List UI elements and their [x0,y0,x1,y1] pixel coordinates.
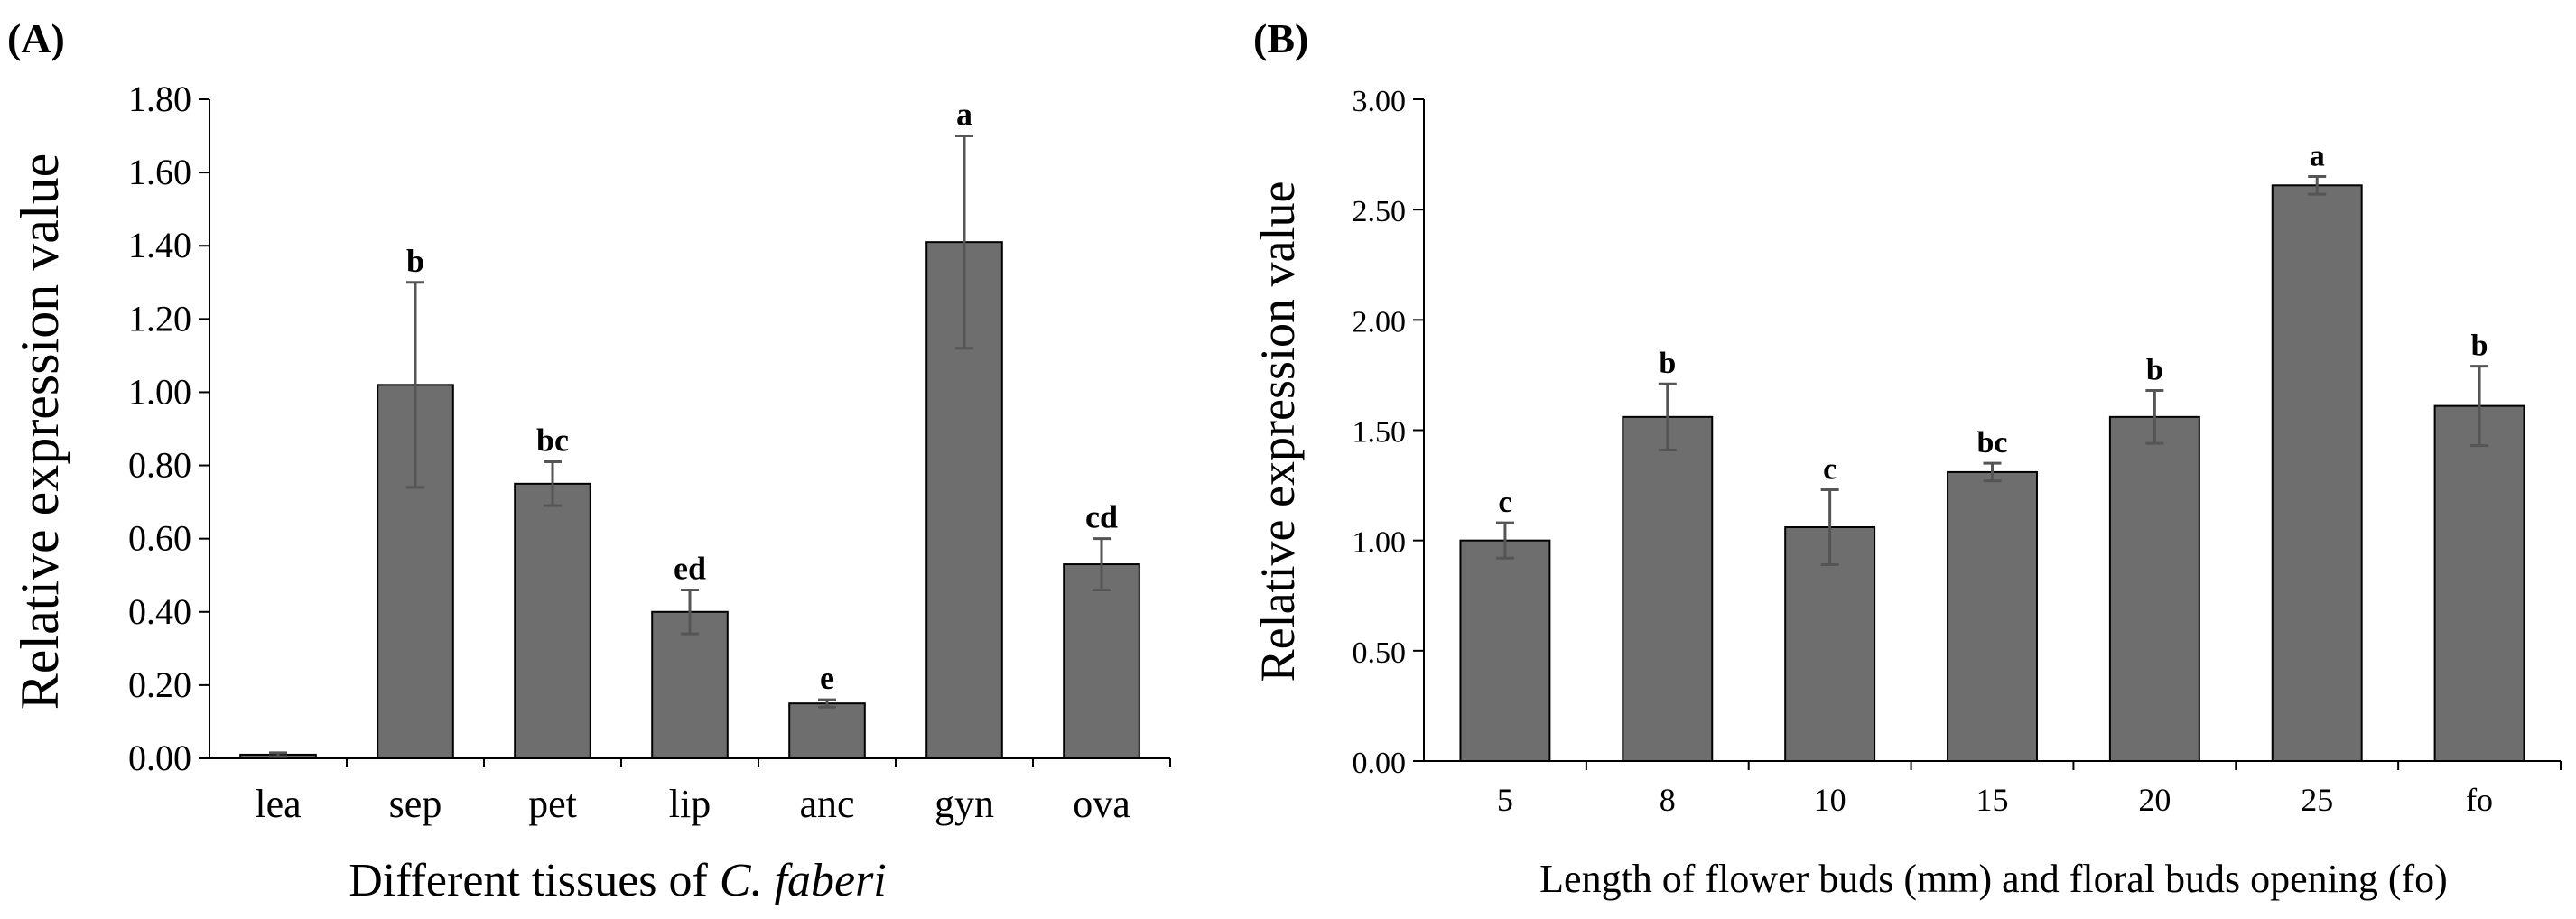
panel-a-category-label-lip: lip [669,782,711,826]
panel-b-y-tick-label: 3.00 [1353,85,1407,118]
panel-b-category-label-10: 10 [1814,782,1846,818]
panel-b-error-bar-5 [1495,521,1514,560]
panel-a-bar-anc [788,702,866,760]
panel-a-y-tick-label: 1.20 [128,298,191,339]
panel-b-y-tick-label: 0.50 [1353,636,1407,670]
panel-b-y-tick-label: 1.50 [1353,416,1407,450]
panel-a-error-bar-anc [818,698,836,709]
panel-a-y-axis-title: Relative expression value [10,153,70,710]
panel-b-bar-20 [2108,415,2200,762]
panel-b-significance-15: bc [1977,426,2008,460]
panel-b-y-tick-label: 0.00 [1353,747,1407,780]
panel-a-x-axis-title: Different tissues of C. faberi [349,855,887,906]
panel-b-category-label-20: 20 [2138,782,2171,818]
panel-b-error-bar-fo [2470,365,2489,448]
panel-a-y-tick-label: 0.00 [128,738,191,778]
panel-a-y-tick-label: 0.20 [128,664,191,705]
panel-b-significance-25: a [2310,140,2325,173]
panel-b-significance-10: c [1823,452,1837,486]
panel-b-significance-fo: b [2471,330,2488,363]
panel-b-y-tick-label: 1.00 [1353,526,1407,560]
panel-b-bar-5 [1459,539,1551,763]
panel-a-category-label-pet: pet [528,782,577,826]
panel-a-x-axis-title-prefix: Different tissues of [349,855,720,906]
panel-b-y-axis-title: Relative expression value [1251,181,1305,682]
panel-a-significance-lip: ed [674,550,706,586]
panel-a-chart: (A) Relative expression value Different … [7,15,1171,906]
panel-a-category-label-ova: ova [1073,782,1130,826]
panel-b-error-bar-10 [1820,487,1839,567]
panel-b-label: (B) [1253,15,1308,61]
panel-b-bar-10 [1784,526,1876,762]
panel-a-category-label-gyn: gyn [935,782,994,826]
panel-b-chart: (B) Relative expression value Length of … [1251,15,2562,901]
panel-a-category-label-sep: sep [389,782,442,826]
panel-a-bar-pet [514,482,591,759]
panel-a-error-bar-pet [544,460,562,507]
panel-a-bar-ova [1063,563,1140,759]
panel-a-significance-pet: bc [536,422,569,459]
panel-a-y-tick-label: 0.80 [128,445,191,486]
panel-b-significance-20: b [2146,354,2163,387]
panel-b-y-tick-label: 2.50 [1353,195,1407,228]
panel-a-label: (A) [7,15,65,61]
panel-a-x-axis-title-species: C. faberi [720,855,887,906]
panel-a-significance-anc: e [820,660,834,696]
panel-b-significance-5: c [1498,486,1511,519]
panel-b-y-tick-label: 2.00 [1353,305,1407,339]
panel-a-y-tick-label: 1.00 [128,371,191,412]
panel-a-significance-gyn: a [956,97,972,133]
panel-a-error-bar-lea [269,751,287,758]
panel-a-category-label-anc: anc [799,782,854,826]
panel-b-category-label-25: 25 [2301,782,2333,818]
panel-b-bar-8 [1622,415,1714,762]
panel-a-error-bar-gyn [955,135,973,350]
panel-a-significance-sep: b [406,243,424,279]
panel-a-y-tick-label: 0.60 [128,518,191,559]
panel-a-error-bar-sep [406,281,424,489]
panel-a-significance-ova: cd [1085,499,1118,535]
panel-a-error-bar-lip [681,588,699,636]
panel-a-y-tick-label: 1.60 [128,152,191,192]
panel-b-error-bar-15 [1983,461,2002,483]
panel-b-significance-8: b [1659,347,1676,380]
panel-b-error-bar-25 [2308,175,2327,196]
panel-a-y-tick-label: 0.40 [128,591,191,632]
panel-a-category-label-lea: lea [255,782,301,826]
panel-b-category-label-5: 5 [1497,782,1513,818]
panel-b-bar-fo [2433,404,2525,762]
panel-a-error-bar-ova [1093,537,1111,591]
panel-a-y-tick-label: 1.40 [128,225,191,265]
panel-b-error-bar-8 [1658,382,1677,451]
panel-a-y-tick-label: 1.80 [128,79,191,119]
panel-b-bar-15 [1947,470,2038,762]
panel-b-category-label-8: 8 [1660,782,1676,818]
panel-b-error-bar-20 [2145,389,2164,445]
panel-b-category-label-fo: fo [2466,782,2493,818]
panel-b-x-axis-title: Length of flower buds (mm) and floral bu… [1539,857,2448,901]
panel-b-category-label-15: 15 [1976,782,2009,818]
panel-b-bar-25 [2271,184,2363,763]
